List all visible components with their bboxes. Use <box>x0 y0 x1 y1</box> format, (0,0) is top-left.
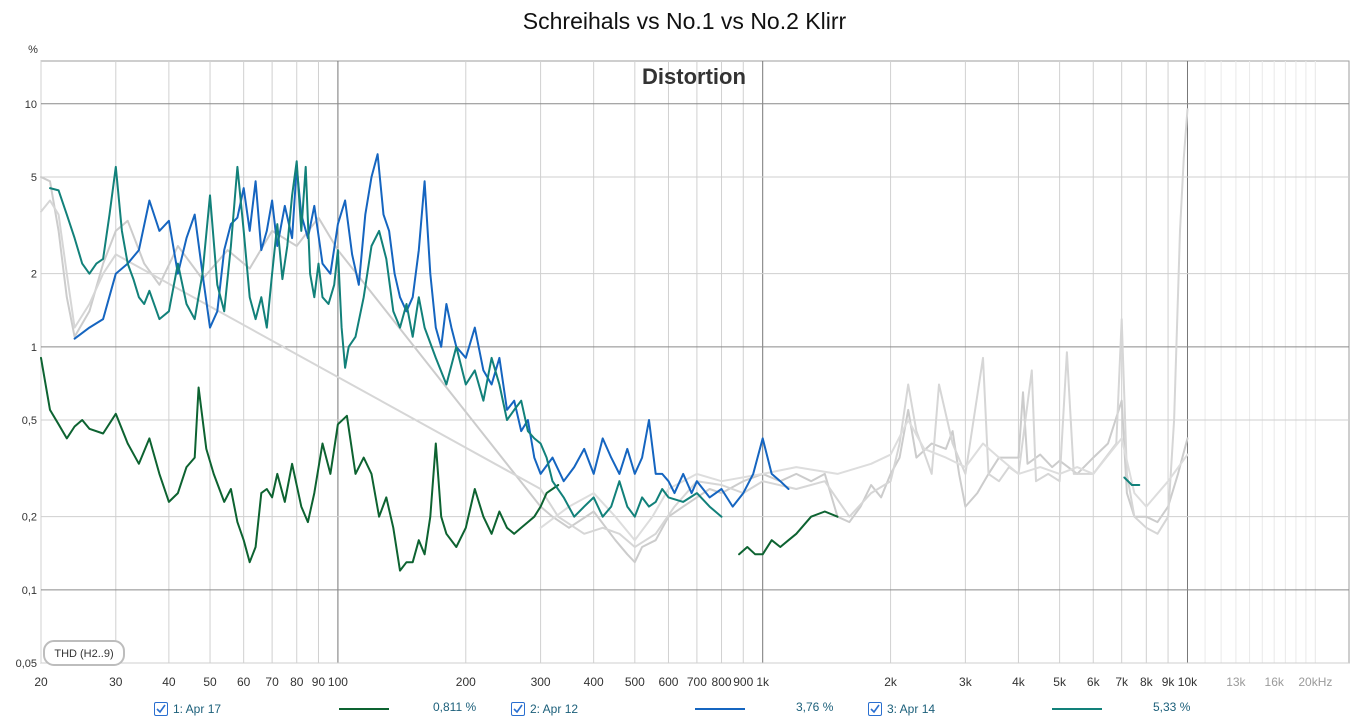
x-tick-label: 8k <box>1140 675 1154 689</box>
x-tick-label: 700 <box>687 675 707 689</box>
legend-swatch-2 <box>695 708 745 710</box>
check-icon <box>513 704 523 714</box>
series-lines <box>40 108 1189 572</box>
y-axis-unit: % <box>28 44 38 56</box>
chart-subtitle: Distortion <box>642 64 746 89</box>
x-tick-label: 16k <box>1265 675 1285 689</box>
x-tick-label: 7k <box>1115 675 1129 689</box>
series-line-1-apr-17-upper- <box>738 510 839 556</box>
y-tick-label: 2 <box>31 269 37 281</box>
annotation-label: THD (H2..9) <box>54 648 113 660</box>
legend-item-2[interactable]: 2: Apr 12 <box>511 700 578 718</box>
x-tick-label: 20kHz <box>1298 675 1332 689</box>
annotation-box: THD (H2..9) <box>43 640 125 666</box>
x-tick-label: 1k <box>756 675 770 689</box>
x-tick-label: 90 <box>312 675 326 689</box>
series-line-1-apr-17 <box>40 356 560 572</box>
y-tick-label: 0,1 <box>22 585 37 597</box>
legend-label-2: 2: Apr 12 <box>530 702 579 716</box>
x-tick-label: 3k <box>959 675 973 689</box>
legend-label-3: 3: Apr 14 <box>887 702 936 716</box>
x-tick-label: 600 <box>658 675 678 689</box>
x-tick-label: 20 <box>34 675 48 689</box>
y-tick-label: 5 <box>31 172 37 184</box>
y-tick-label: 1 <box>31 342 37 354</box>
axis-labels: 0,05 0,1 0,2 0,5 1 2 5 10 20 30 40 50 60 70 80 90 100 200… <box>16 99 1333 689</box>
x-tick-label: 9k <box>1162 675 1176 689</box>
legend-value-2: 3,76 % <box>796 700 834 714</box>
x-tick-label: 6k <box>1087 675 1101 689</box>
x-tick-label: 40 <box>162 675 176 689</box>
checkbox-1[interactable] <box>154 702 168 716</box>
checkbox-3[interactable] <box>868 702 882 716</box>
series-line-3-apr-14-upper- <box>1123 476 1141 486</box>
checkbox-2[interactable] <box>511 702 525 716</box>
series-line-3-apr-14 <box>49 160 723 518</box>
x-tick-label: 300 <box>531 675 551 689</box>
chart-title: Schreihals vs No.1 vs No.2 Klirr <box>522 8 847 34</box>
legend-swatch-1 <box>339 708 389 710</box>
legend-value-3: 5,33 % <box>1153 700 1191 714</box>
series-line-2-apr-12 <box>73 153 790 508</box>
x-tick-label: 10k <box>1178 675 1198 689</box>
y-tick-label: 0,5 <box>22 415 37 427</box>
legend-item-3[interactable]: 3: Apr 14 <box>868 700 935 718</box>
x-tick-label: 13k <box>1226 675 1246 689</box>
x-tick-label: 900 <box>733 675 753 689</box>
grid-lines <box>40 60 1350 664</box>
x-tick-label: 100 <box>328 675 348 689</box>
legend-swatch-3 <box>1052 708 1102 710</box>
x-tick-label: 4k <box>1012 675 1026 689</box>
y-tick-label: 10 <box>25 99 37 111</box>
x-tick-label: 50 <box>203 675 217 689</box>
legend-item-1[interactable]: 1: Apr 17 <box>154 700 221 718</box>
legend-label-1: 1: Apr 17 <box>173 702 222 716</box>
x-tick-label: 200 <box>456 675 476 689</box>
x-tick-label: 60 <box>237 675 251 689</box>
x-tick-label: 70 <box>265 675 279 689</box>
x-tick-label: 80 <box>290 675 304 689</box>
x-tick-label: 2k <box>884 675 898 689</box>
y-tick-label: 0,05 <box>16 658 37 670</box>
series-line-gray-b <box>40 108 1189 548</box>
check-icon <box>156 704 166 714</box>
check-icon <box>870 704 880 714</box>
plot-frame <box>40 60 1350 664</box>
legend-value-1: 0,811 % <box>433 700 477 714</box>
x-tick-label: 500 <box>625 675 645 689</box>
y-tick-label: 0,2 <box>22 512 37 524</box>
distortion-chart[interactable]: 0,05 0,1 0,2 0,5 1 2 5 10 20 30 40 50 60 70 80 90 100 200… <box>0 0 1369 700</box>
series-line-gray-c <box>539 419 1189 542</box>
x-tick-label: 400 <box>584 675 604 689</box>
x-tick-label: 5k <box>1053 675 1067 689</box>
x-tick-label: 800 <box>712 675 732 689</box>
x-tick-label: 30 <box>109 675 123 689</box>
